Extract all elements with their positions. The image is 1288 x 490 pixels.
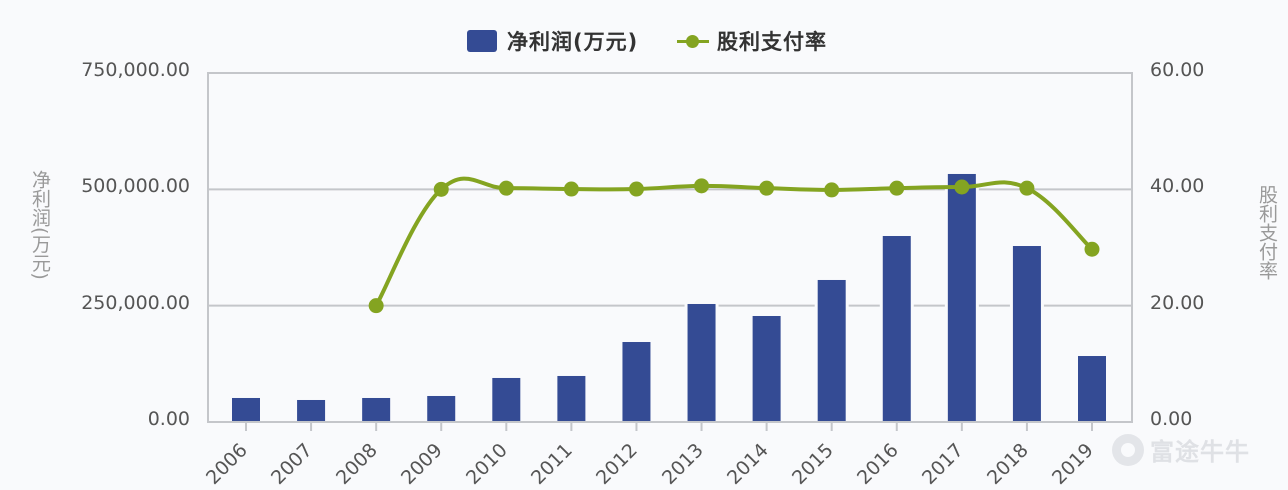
payout-ratio-line	[374, 176, 1094, 307]
payout-ratio-point	[694, 178, 710, 194]
bar-2016	[882, 236, 911, 421]
legend-item-net-profit[interactable]: 净利润(万元)	[467, 24, 638, 58]
payout-ratio-point	[433, 181, 449, 197]
bar-2011	[557, 375, 586, 421]
legend-item-payout-ratio[interactable]: 股利支付率	[677, 24, 827, 58]
left-axis-title: 净利润(万元)	[29, 170, 51, 280]
bar-2010	[492, 377, 521, 421]
payout-ratio-point	[824, 182, 840, 198]
legend-label-net-profit: 净利润(万元)	[507, 30, 639, 54]
watermark-text: 富途牛牛	[1150, 438, 1250, 466]
bar-2017	[947, 173, 976, 421]
plot-frame	[207, 72, 1133, 423]
legend-label-payout-ratio: 股利支付率	[717, 30, 827, 54]
bar-2014	[752, 315, 781, 421]
payout-ratio-point	[759, 180, 775, 196]
bar-2008	[362, 397, 391, 421]
left-axis-tick: 0.00	[147, 408, 190, 430]
bar-2019	[1078, 356, 1106, 421]
right-axis-tick: 60.00	[1150, 59, 1205, 81]
bar-2009	[427, 395, 456, 421]
bar-2013	[687, 303, 716, 421]
right-axis-tick: 40.00	[1150, 175, 1205, 198]
right-axis-title: 股利支付率	[1256, 185, 1278, 280]
payout-ratio-point	[498, 180, 514, 196]
payout-ratio-point	[1019, 180, 1035, 196]
futu-logo-icon	[1112, 433, 1144, 466]
left-axis-tick: 750,000.00	[81, 59, 190, 81]
line-marker-icon	[677, 30, 709, 52]
chart-legend: 净利润(万元) 股利支付率	[0, 24, 1288, 58]
bar-2015	[817, 279, 846, 421]
left-axis-tick: 500,000.00	[81, 175, 190, 198]
bar-swatch-icon	[467, 30, 497, 52]
payout-ratio-point	[563, 181, 579, 197]
payout-ratio-point	[889, 180, 905, 196]
right-axis-tick: 20.00	[1150, 291, 1205, 314]
right-axis-tick: 0.00	[1150, 408, 1193, 430]
bar-2007	[297, 399, 326, 421]
payout-ratio-point	[628, 181, 644, 197]
bar-2006	[232, 397, 260, 421]
payout-ratio-point	[368, 298, 384, 314]
bar-2018	[1012, 246, 1041, 421]
bar-2012	[622, 342, 651, 421]
payout-ratio-point	[1084, 241, 1100, 257]
payout-ratio-point	[954, 179, 970, 195]
watermark: 富途牛牛	[1112, 432, 1250, 467]
left-axis-tick: 250,000.00	[81, 291, 190, 314]
